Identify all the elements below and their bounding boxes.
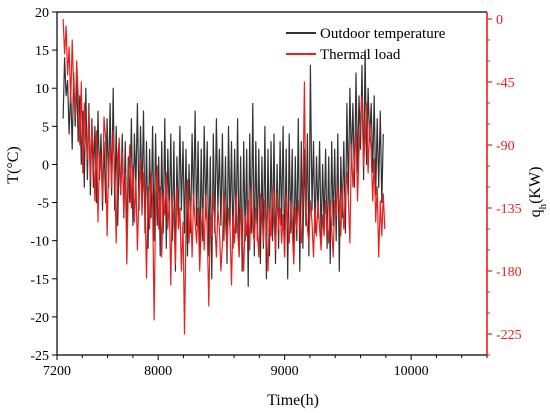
series-line-outdoor-temperature: [62, 49, 384, 287]
x-tick-label: 10000: [394, 364, 429, 379]
y-left-tick-label: 20: [35, 6, 49, 21]
y-left-tick-label: -25: [30, 349, 49, 364]
x-axis-title: Time(h): [267, 392, 319, 409]
series-layer: [62, 18, 386, 335]
axes-layer: [56, 11, 488, 356]
y-left-tick-label: -10: [30, 235, 49, 250]
y-left-tick-label: 5: [42, 120, 49, 135]
x-tick-label: 7200: [43, 364, 71, 379]
y-axis-right-title-sub: h: [537, 203, 549, 209]
y-left-tick-label: -15: [30, 273, 49, 288]
legend-label-outdoor: Outdoor temperature: [320, 26, 446, 42]
y-left-tick-label: 15: [35, 44, 49, 59]
y-axis-left-title: T(°C): [5, 146, 22, 184]
y-left-tick-label: -5: [37, 197, 49, 212]
x-tick-label: 8000: [144, 364, 172, 379]
legend: Outdoor temperature Thermal load: [286, 26, 446, 63]
y-right-tick-label: -180: [496, 265, 522, 280]
ticks-layer: 7200 8000 9000 10000 20 15 10 5 0 -5 -10 -15 -20 -25 0…: [30, 6, 521, 379]
y-left-tick-label: 0: [42, 158, 49, 173]
y-axis-right-title-unit: (KW): [527, 167, 544, 204]
y-axis-right-title: qh(KW): [527, 167, 549, 218]
legend-label-load: Thermal load: [320, 47, 401, 63]
y-left-tick-label: -20: [30, 311, 49, 326]
y-right-tick-label: -225: [496, 328, 522, 343]
series-line-thermal-load: [62, 18, 386, 335]
y-left-tick-label: 10: [35, 82, 49, 97]
y-right-tick-label: -45: [496, 76, 515, 91]
y-right-tick-label: -135: [496, 202, 522, 217]
y-right-tick-label: -90: [496, 139, 515, 154]
y-right-tick-label: 0: [496, 13, 503, 28]
y-axis-right-title-base: q: [527, 209, 544, 217]
x-tick-label: 9000: [271, 364, 299, 379]
